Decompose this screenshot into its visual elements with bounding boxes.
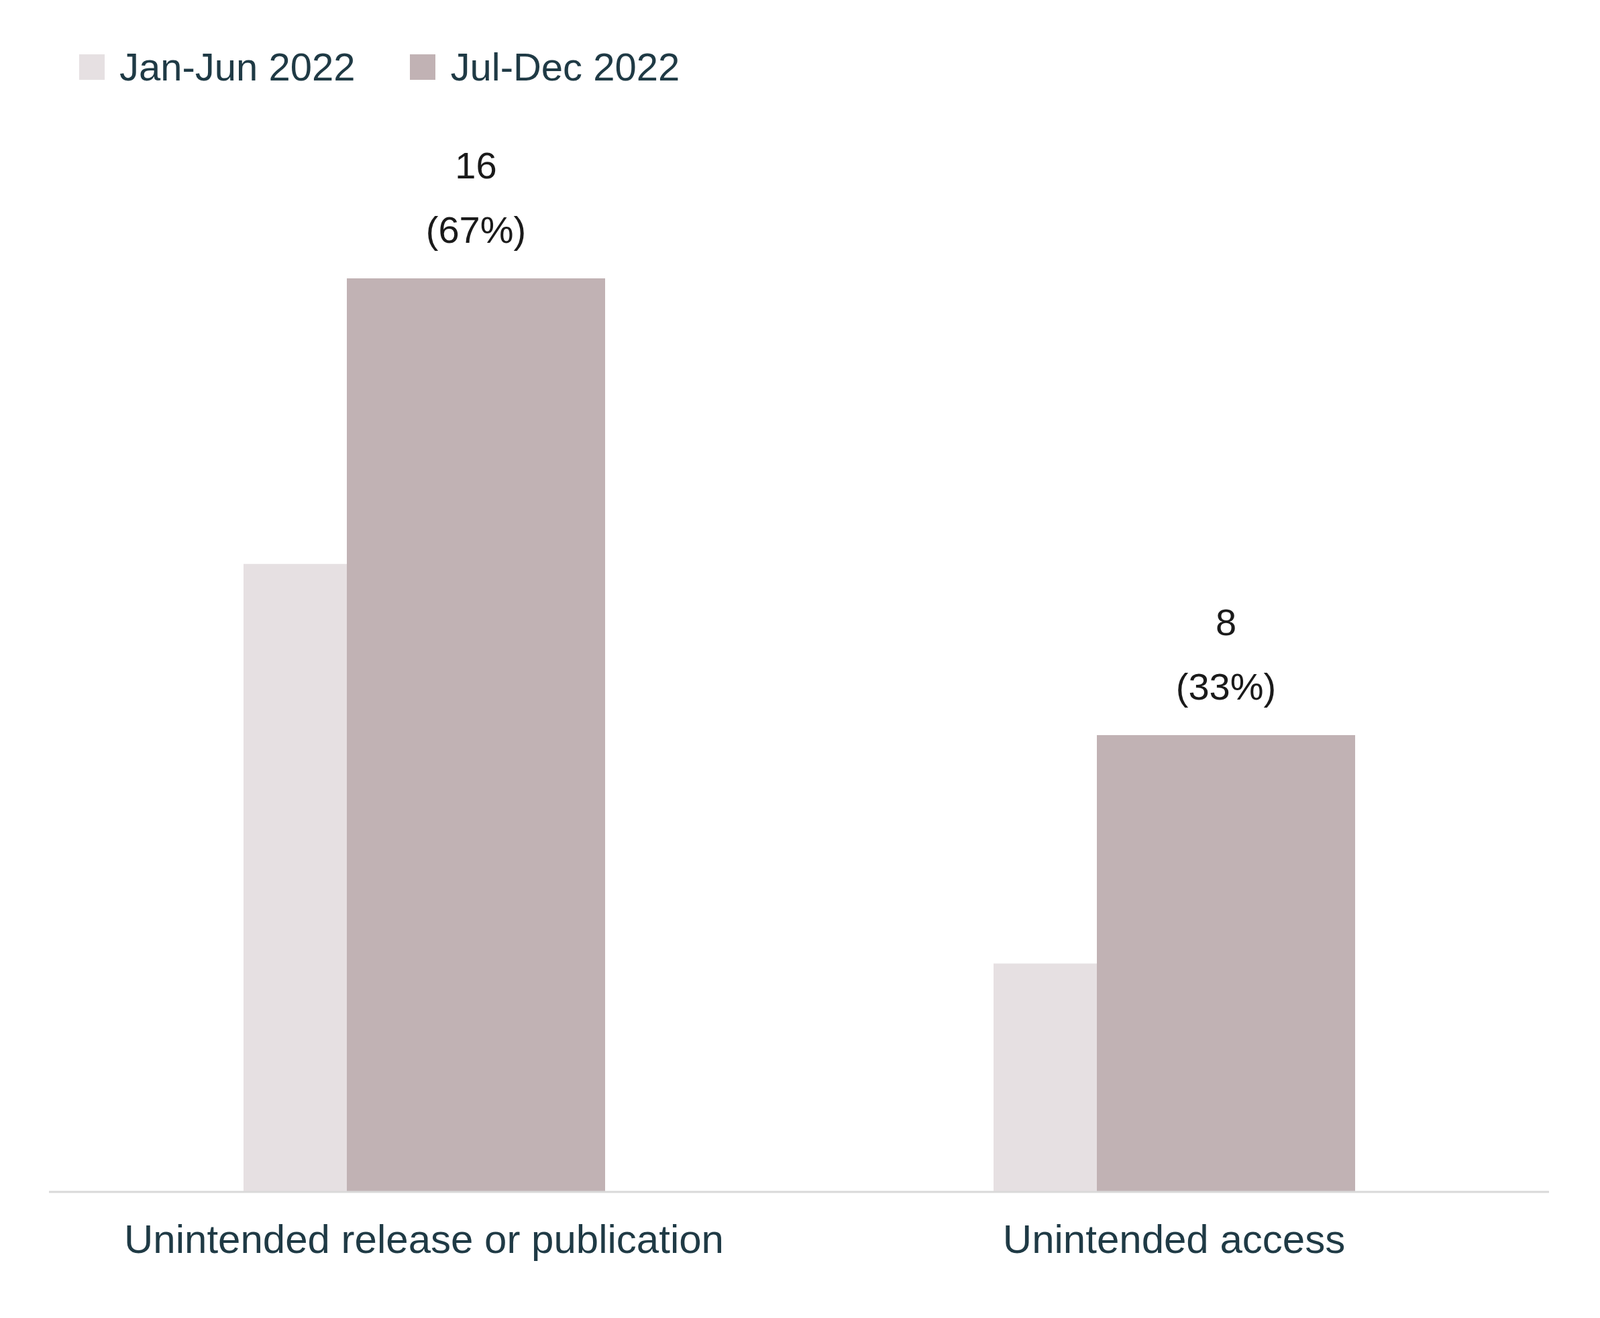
svg-text:8: 8 [1215,601,1237,644]
svg-text:(67%): (67%) [425,208,526,251]
svg-text:16: 16 [454,144,497,187]
html-text:Jan-Jun 2022: Jan-Jun 2022 [119,44,356,89]
svg-text:Unintended release or publicat: Unintended release or publication [124,1216,724,1262]
svg-text:(33%): (33%) [1176,665,1276,708]
html-text:Jul-Dec 2022: Jul-Dec 2022 [450,44,680,89]
svg-text:Unintended access: Unintended access [1002,1216,1346,1262]
